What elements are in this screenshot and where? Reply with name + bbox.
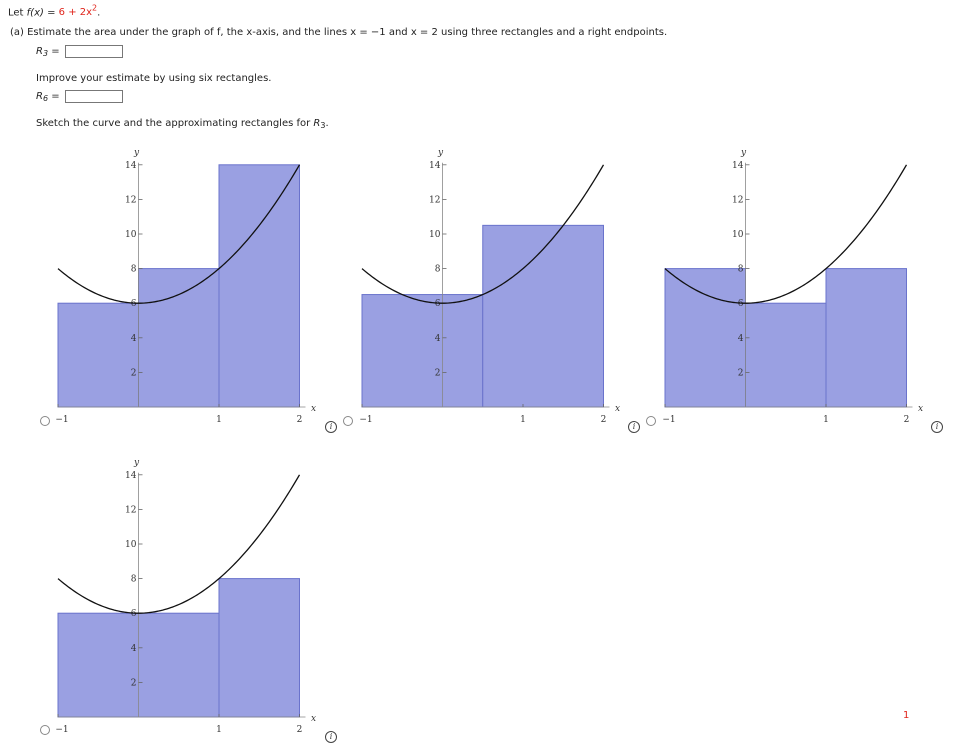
y-tick-label: 10 — [429, 230, 441, 240]
x-axis-label: x — [311, 404, 316, 414]
y-tick-label: 12 — [125, 505, 136, 515]
function-rhs: 6 + 2x2 — [58, 4, 98, 19]
y-tick-label: 10 — [125, 230, 137, 240]
y-tick-label: 2 — [435, 368, 441, 378]
y-tick-label: 4 — [131, 644, 137, 654]
x-tick-label: 2 — [904, 415, 910, 425]
approximating-rectangle — [361, 294, 484, 408]
info-icon[interactable]: i — [325, 421, 337, 433]
x-tick-label: −1 — [662, 415, 675, 425]
info-icon[interactable]: i — [628, 421, 640, 433]
sketch-instruction: Sketch the curve and the approximating r… — [36, 118, 329, 130]
y-tick-label: 6 — [738, 299, 744, 309]
y-tick-label: 8 — [435, 265, 441, 275]
x-axis-label: x — [615, 404, 620, 414]
improve-instruction: Improve your estimate by using six recta… — [36, 73, 272, 84]
y-tick-label: 12 — [732, 195, 743, 205]
r6-answer-input[interactable] — [65, 90, 123, 103]
y-tick-label: 14 — [732, 161, 744, 171]
function-name: f(x) — [26, 7, 44, 19]
y-axis-label: y — [133, 458, 140, 468]
y-tick-label: 2 — [131, 678, 137, 688]
info-icon[interactable]: i — [931, 421, 943, 433]
approximating-rectangle — [218, 578, 300, 718]
y-tick-label: 8 — [131, 265, 137, 275]
part-a-question: (a) Estimate the area under the graph of… — [10, 27, 668, 38]
y-tick-label: 6 — [131, 609, 137, 619]
x-axis-label: x — [311, 714, 316, 724]
y-axis-label: y — [740, 148, 747, 158]
y-tick-label: 8 — [131, 575, 137, 585]
y-tick-label: 14 — [125, 471, 137, 481]
x-tick-label: 2 — [297, 725, 303, 735]
r3-answer-input[interactable] — [65, 45, 123, 58]
function-curve — [57, 474, 301, 614]
function-curve — [361, 164, 605, 304]
radio-option-1[interactable] — [40, 416, 50, 426]
radio-option-2[interactable] — [343, 416, 353, 426]
radio-option-3[interactable] — [646, 416, 656, 426]
y-tick-label: 14 — [125, 161, 137, 171]
x-tick-label: −1 — [359, 415, 372, 425]
x-tick-label: 1 — [520, 415, 526, 425]
y-tick-label: 4 — [435, 334, 441, 344]
approximating-rectangle — [825, 268, 907, 408]
x-tick-label: 2 — [601, 415, 607, 425]
approximating-rectangle — [745, 302, 827, 408]
y-tick-label: 12 — [125, 195, 136, 205]
x-tick-label: 1 — [216, 725, 222, 735]
y-tick-label: 2 — [738, 368, 744, 378]
problem-intro: Let f(x) = 6 + 2x2. — [8, 4, 101, 19]
approximating-rectangle — [57, 302, 139, 408]
page-number: 1 — [903, 710, 910, 721]
y-tick-label: 12 — [429, 195, 440, 205]
approximating-rectangle — [664, 268, 746, 408]
x-tick-label: −1 — [55, 415, 68, 425]
y-tick-label: 4 — [131, 334, 137, 344]
x-axis-label: x — [918, 404, 923, 414]
function-curve — [57, 164, 301, 304]
r3-label: R3 = — [36, 46, 60, 58]
y-tick-label: 10 — [732, 230, 744, 240]
x-tick-label: 1 — [823, 415, 829, 425]
approximating-rectangle — [218, 164, 300, 408]
y-tick-label: 2 — [131, 368, 137, 378]
x-tick-label: −1 — [55, 725, 68, 735]
info-icon[interactable]: i — [325, 731, 337, 743]
y-tick-label: 4 — [738, 334, 744, 344]
radio-option-4[interactable] — [40, 725, 50, 735]
y-tick-label: 8 — [738, 265, 744, 275]
y-tick-label: 14 — [429, 161, 441, 171]
x-tick-label: 2 — [297, 415, 303, 425]
function-curve — [664, 164, 908, 304]
r6-label: R6 = — [36, 91, 60, 103]
approximating-rectangle — [138, 268, 220, 408]
y-axis-label: y — [437, 148, 444, 158]
y-tick-label: 6 — [435, 299, 441, 309]
y-axis-label: y — [133, 148, 140, 158]
x-tick-label: 1 — [216, 415, 222, 425]
y-tick-label: 6 — [131, 299, 137, 309]
y-tick-label: 10 — [125, 540, 137, 550]
approximating-rectangle — [482, 224, 604, 408]
